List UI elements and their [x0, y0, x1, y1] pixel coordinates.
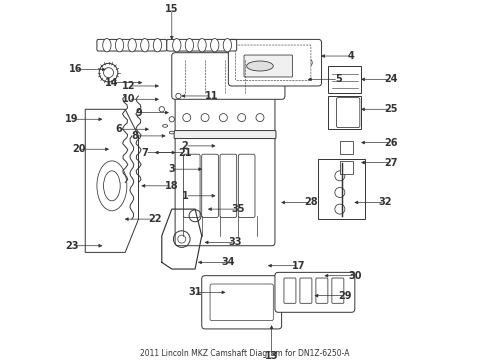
FancyBboxPatch shape	[175, 132, 275, 246]
Text: 14: 14	[105, 78, 119, 87]
Ellipse shape	[103, 171, 120, 201]
Ellipse shape	[163, 125, 168, 127]
FancyBboxPatch shape	[316, 278, 328, 303]
Ellipse shape	[198, 39, 206, 52]
Text: 7: 7	[142, 148, 148, 158]
FancyBboxPatch shape	[174, 131, 276, 139]
Text: 26: 26	[385, 138, 398, 148]
Ellipse shape	[141, 39, 149, 52]
Ellipse shape	[211, 39, 219, 52]
Text: 16: 16	[69, 64, 82, 75]
Polygon shape	[85, 109, 139, 252]
Text: 20: 20	[72, 144, 85, 154]
Ellipse shape	[128, 39, 136, 52]
Ellipse shape	[97, 161, 127, 211]
Text: 34: 34	[221, 257, 235, 267]
FancyBboxPatch shape	[97, 39, 167, 51]
Ellipse shape	[223, 39, 231, 52]
FancyBboxPatch shape	[210, 284, 273, 321]
Text: 19: 19	[65, 114, 79, 124]
FancyBboxPatch shape	[238, 154, 255, 217]
Text: 33: 33	[228, 237, 242, 247]
FancyBboxPatch shape	[300, 278, 312, 303]
FancyBboxPatch shape	[175, 96, 275, 136]
Bar	[328, 96, 362, 129]
Text: 25: 25	[385, 104, 398, 114]
Text: 3: 3	[169, 164, 175, 174]
Text: 1: 1	[182, 191, 189, 201]
FancyBboxPatch shape	[337, 98, 360, 127]
Text: 30: 30	[348, 271, 362, 281]
Text: 5: 5	[335, 74, 342, 84]
Bar	[318, 159, 365, 219]
Ellipse shape	[153, 39, 162, 52]
Text: 12: 12	[122, 81, 135, 91]
Ellipse shape	[103, 39, 111, 52]
Text: 22: 22	[148, 214, 162, 224]
Text: 29: 29	[338, 291, 352, 301]
Text: 23: 23	[65, 241, 79, 251]
Text: 32: 32	[378, 198, 392, 207]
Text: 2: 2	[182, 141, 189, 151]
Text: 4: 4	[348, 51, 355, 61]
Ellipse shape	[185, 39, 194, 52]
Text: 13: 13	[265, 351, 278, 360]
Text: 10: 10	[122, 94, 135, 104]
Text: 28: 28	[305, 198, 318, 207]
FancyBboxPatch shape	[167, 39, 237, 51]
Text: 27: 27	[385, 158, 398, 167]
Text: 31: 31	[188, 287, 202, 297]
Ellipse shape	[246, 61, 273, 71]
Ellipse shape	[115, 39, 123, 52]
FancyBboxPatch shape	[228, 39, 321, 86]
FancyBboxPatch shape	[220, 154, 237, 217]
Bar	[340, 161, 353, 174]
Bar	[328, 66, 362, 93]
FancyBboxPatch shape	[275, 273, 355, 312]
FancyBboxPatch shape	[236, 45, 311, 80]
Text: 35: 35	[232, 204, 245, 214]
Bar	[340, 141, 353, 154]
Text: 11: 11	[205, 91, 219, 101]
FancyBboxPatch shape	[202, 276, 282, 329]
FancyBboxPatch shape	[244, 55, 293, 77]
Ellipse shape	[169, 131, 174, 134]
Ellipse shape	[172, 39, 181, 52]
FancyBboxPatch shape	[183, 154, 200, 217]
FancyBboxPatch shape	[332, 278, 344, 303]
Text: 9: 9	[135, 108, 142, 118]
Text: 24: 24	[385, 74, 398, 84]
Text: 21: 21	[178, 148, 192, 158]
FancyBboxPatch shape	[284, 278, 296, 303]
Text: 18: 18	[165, 181, 178, 191]
Text: 6: 6	[115, 124, 122, 134]
FancyBboxPatch shape	[172, 53, 285, 99]
Text: 15: 15	[165, 4, 178, 14]
Text: 8: 8	[132, 131, 139, 141]
FancyBboxPatch shape	[202, 154, 219, 217]
Text: 2011 Lincoln MKZ Camshaft Diagram for DN1Z-6250-A: 2011 Lincoln MKZ Camshaft Diagram for DN…	[140, 349, 350, 358]
Text: 17: 17	[292, 261, 305, 271]
